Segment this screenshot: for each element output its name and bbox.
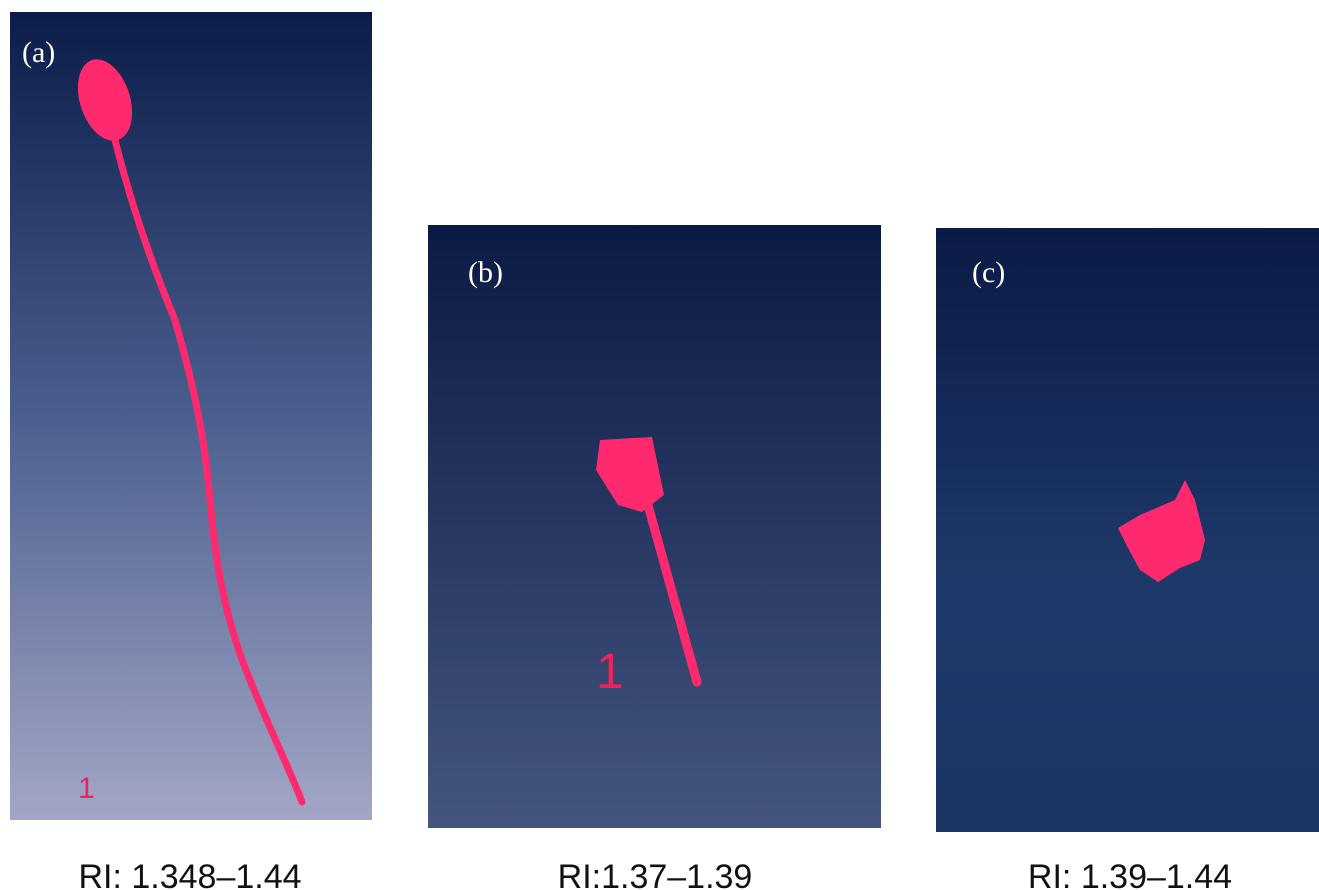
cell-tail: [111, 136, 306, 806]
marker: 1: [596, 643, 624, 699]
panel-label: (c): [972, 256, 1005, 289]
panel-a: (a) 1 RI: 1.348–1.44: [10, 12, 372, 890]
panel-b: (b) 1 RI:1.37–1.39: [428, 225, 881, 890]
caption: RI: 1.39–1.44: [1028, 858, 1232, 890]
caption: RI:1.37–1.39: [558, 858, 753, 890]
caption: RI: 1.348–1.44: [78, 858, 301, 890]
cell-head: [596, 437, 664, 512]
cell-tail: [643, 500, 702, 687]
panel-label: (a): [22, 36, 55, 69]
cell-body: [1118, 480, 1205, 582]
panel-label: (b): [468, 256, 503, 289]
cell-head: [77, 59, 133, 141]
panel-background: [10, 12, 372, 820]
marker: 1: [78, 772, 95, 805]
panel-c: (c) RI: 1.39–1.44: [936, 228, 1319, 890]
